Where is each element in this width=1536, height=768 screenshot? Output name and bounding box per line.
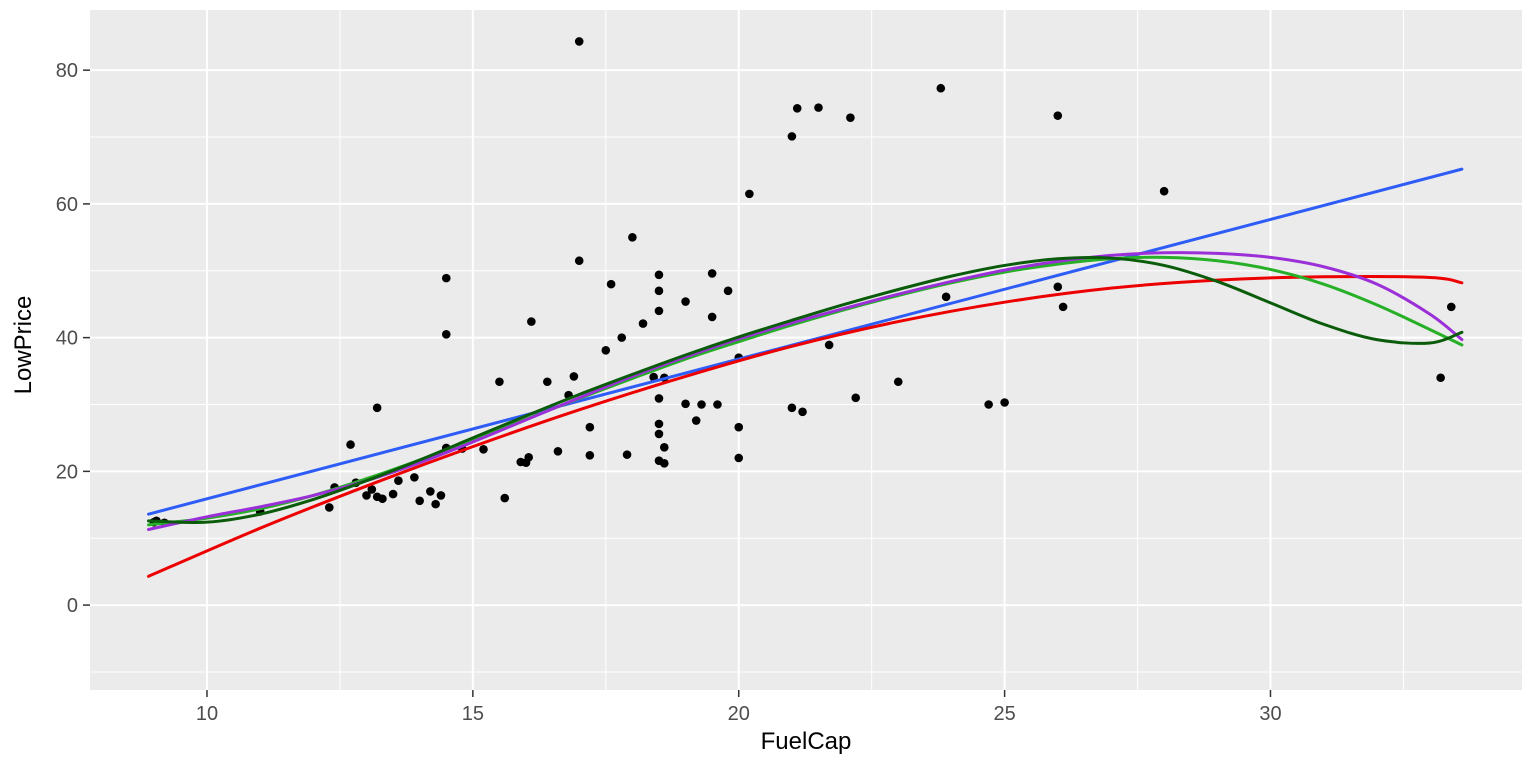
scatter-point <box>426 487 435 496</box>
scatter-point <box>628 233 637 242</box>
scatter-point <box>500 493 510 503</box>
scatter-point <box>574 256 584 266</box>
scatter-point <box>1000 398 1009 407</box>
plot-panel <box>90 10 1522 690</box>
scatter-point <box>1159 186 1169 196</box>
scatter-point <box>787 132 797 141</box>
scatter-point <box>543 377 552 387</box>
scatter-point <box>601 346 611 355</box>
scatter-point <box>851 393 861 403</box>
scatter-point <box>1436 373 1445 383</box>
fit-line-cubic <box>146 255 1464 527</box>
scatter-point <box>527 317 536 326</box>
scatter-point <box>654 270 664 280</box>
scatter-point <box>638 319 648 328</box>
scatter-point <box>617 333 627 342</box>
scatter-point <box>1053 282 1063 292</box>
scatter-point <box>606 279 616 289</box>
scatter-point <box>654 286 664 296</box>
y-tick-label: 20 <box>56 461 78 483</box>
y-tick-label: 60 <box>56 194 78 216</box>
scatter-point <box>814 103 823 112</box>
scatter-point <box>388 489 398 499</box>
scatter-point <box>654 419 664 429</box>
scatter-point <box>893 377 903 387</box>
scatter-point <box>654 394 664 403</box>
fit-line-quintic <box>146 255 1464 524</box>
scatter-point <box>941 292 951 302</box>
scatter-point <box>346 440 355 449</box>
x-axis-title: FuelCap <box>760 728 852 755</box>
scatter-point <box>410 473 419 482</box>
scatter-point <box>792 103 802 113</box>
y-tick-label: 0 <box>67 595 78 617</box>
scatter-point <box>723 286 733 296</box>
scatter-point <box>984 400 993 409</box>
scatter-point <box>585 422 595 432</box>
scatter-point <box>394 476 403 486</box>
scatter-point <box>431 499 440 509</box>
scatter-point <box>324 503 334 512</box>
scatter-point <box>585 451 595 460</box>
y-tick-label: 40 <box>56 328 78 350</box>
x-tick-label: 20 <box>728 703 750 725</box>
scatter-point <box>697 400 706 409</box>
scatter-point <box>707 312 717 322</box>
scatter-point <box>1058 302 1068 312</box>
scatter-point <box>495 377 504 387</box>
scatter-point <box>936 83 946 93</box>
x-tick-label: 10 <box>196 703 218 725</box>
scatter-point <box>569 372 579 381</box>
scatter-point <box>659 459 669 468</box>
scatter-point <box>1053 111 1063 120</box>
scatter-point <box>553 446 563 456</box>
scatter-point <box>574 37 584 46</box>
fit-line-quadratic <box>146 275 1464 578</box>
scatter-point <box>846 113 855 122</box>
scatter-point <box>372 403 382 413</box>
scatter-point <box>734 453 744 463</box>
scatter-point <box>378 494 387 504</box>
scatter-point <box>824 340 834 350</box>
scatter-point <box>798 407 807 417</box>
scatter-point <box>681 399 690 409</box>
scatter-point <box>707 269 717 278</box>
y-tick-label: 80 <box>56 60 78 82</box>
scatter-point <box>479 444 488 454</box>
scatter-point <box>654 306 664 316</box>
scatter-point <box>441 329 451 339</box>
scatter-point <box>367 485 377 494</box>
scatter-point <box>745 189 754 199</box>
scatter-point <box>622 450 632 459</box>
scatter-point <box>415 496 424 506</box>
scatter-point <box>441 273 451 283</box>
scatter-point <box>649 372 658 382</box>
x-tick-label: 25 <box>993 703 1015 725</box>
scatter-point <box>524 453 533 462</box>
scatter-point <box>659 442 669 452</box>
x-tick-label: 30 <box>1259 703 1281 725</box>
scatter-point <box>691 416 701 425</box>
y-axis-title: LowPrice <box>10 295 37 395</box>
x-tick-label: 15 <box>462 703 484 725</box>
scatter-point <box>734 422 744 432</box>
scatter-point <box>681 297 690 306</box>
scatter-point <box>654 429 664 439</box>
scatter-point <box>713 400 722 409</box>
scatter-point <box>362 491 371 500</box>
scatter-point <box>787 403 797 413</box>
scatter-point <box>436 491 446 500</box>
scatter-point <box>1446 302 1456 312</box>
